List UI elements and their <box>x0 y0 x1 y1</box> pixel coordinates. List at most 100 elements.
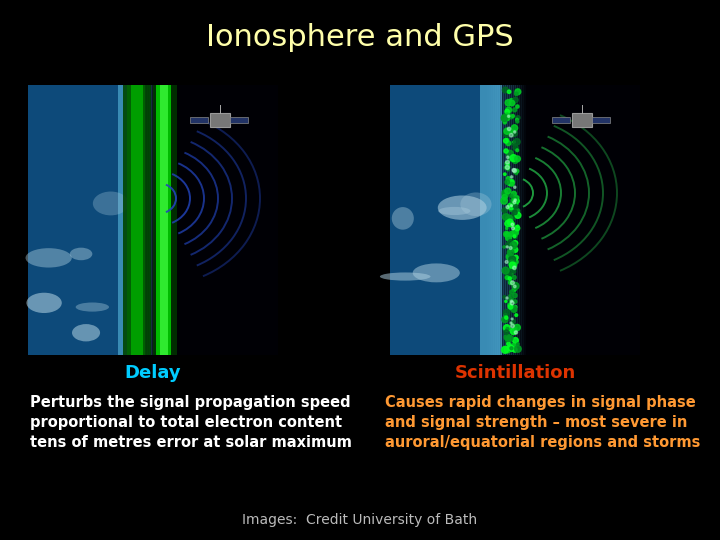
Text: Scintillation: Scintillation <box>454 364 575 382</box>
Circle shape <box>513 108 517 112</box>
Text: auroral/equatorial regions and storms: auroral/equatorial regions and storms <box>385 435 701 450</box>
Circle shape <box>514 199 516 201</box>
Bar <box>141 85 144 355</box>
Circle shape <box>503 121 506 124</box>
Bar <box>129 85 132 355</box>
Bar <box>507 85 510 355</box>
Bar <box>390 85 640 355</box>
Circle shape <box>503 246 505 248</box>
Circle shape <box>510 306 517 312</box>
Circle shape <box>509 98 514 103</box>
Circle shape <box>509 262 516 268</box>
Circle shape <box>516 196 519 199</box>
Circle shape <box>503 309 510 316</box>
Circle shape <box>508 249 514 255</box>
Circle shape <box>512 168 516 172</box>
Circle shape <box>504 128 510 134</box>
Circle shape <box>510 176 513 178</box>
Circle shape <box>509 179 515 185</box>
Circle shape <box>511 114 515 118</box>
Circle shape <box>506 138 508 141</box>
Circle shape <box>503 130 510 137</box>
Circle shape <box>505 235 511 241</box>
Bar <box>497 85 500 355</box>
Circle shape <box>512 247 518 253</box>
Text: and signal strength – most severe in: and signal strength – most severe in <box>385 415 688 430</box>
Bar <box>489 85 492 355</box>
Circle shape <box>503 87 508 93</box>
Circle shape <box>513 235 517 239</box>
Bar <box>513 85 516 355</box>
Circle shape <box>514 171 516 174</box>
Circle shape <box>516 343 519 346</box>
Circle shape <box>512 102 515 105</box>
Circle shape <box>516 120 519 123</box>
Circle shape <box>515 92 518 96</box>
Circle shape <box>506 208 508 210</box>
Bar <box>521 85 524 355</box>
Circle shape <box>515 89 521 94</box>
Circle shape <box>507 219 513 225</box>
Circle shape <box>506 107 511 113</box>
Circle shape <box>504 330 508 334</box>
Circle shape <box>505 221 510 227</box>
Circle shape <box>506 177 510 180</box>
Circle shape <box>507 168 509 171</box>
Bar <box>127 85 130 355</box>
Circle shape <box>513 262 516 266</box>
Bar <box>159 85 162 355</box>
Bar <box>390 85 500 355</box>
Ellipse shape <box>25 248 72 267</box>
Circle shape <box>510 208 513 212</box>
Ellipse shape <box>27 293 62 313</box>
Circle shape <box>506 215 513 222</box>
Circle shape <box>512 232 518 237</box>
Bar <box>118 85 140 355</box>
Bar <box>523 85 526 355</box>
Circle shape <box>514 160 517 164</box>
Circle shape <box>512 308 517 313</box>
Bar <box>156 85 171 355</box>
Circle shape <box>510 265 516 271</box>
Ellipse shape <box>392 207 414 230</box>
Circle shape <box>506 117 509 120</box>
Circle shape <box>505 300 507 302</box>
Bar <box>125 85 128 355</box>
Circle shape <box>505 161 509 166</box>
Circle shape <box>505 260 508 264</box>
Bar <box>127 85 145 355</box>
Circle shape <box>513 145 518 150</box>
Circle shape <box>510 214 516 220</box>
Bar <box>552 117 570 123</box>
Text: Ionosphere and GPS: Ionosphere and GPS <box>206 24 514 52</box>
Bar <box>485 85 488 355</box>
Circle shape <box>507 150 513 157</box>
Circle shape <box>515 226 520 231</box>
Bar <box>505 85 508 355</box>
Bar <box>133 85 136 355</box>
Circle shape <box>506 206 509 208</box>
Bar <box>210 113 230 127</box>
Circle shape <box>508 90 510 93</box>
Circle shape <box>510 262 516 268</box>
Circle shape <box>504 346 511 353</box>
Circle shape <box>513 293 517 298</box>
Circle shape <box>508 345 513 350</box>
Circle shape <box>502 346 508 353</box>
Circle shape <box>505 165 509 170</box>
Circle shape <box>503 348 506 352</box>
Circle shape <box>508 305 513 309</box>
Circle shape <box>513 338 518 343</box>
Circle shape <box>510 183 514 186</box>
Circle shape <box>506 253 513 260</box>
Bar <box>519 85 522 355</box>
Circle shape <box>511 191 516 197</box>
Text: tens of metres error at solar maximum: tens of metres error at solar maximum <box>30 435 352 450</box>
Ellipse shape <box>438 207 470 215</box>
Circle shape <box>508 114 511 117</box>
Bar <box>161 85 164 355</box>
Circle shape <box>509 100 515 106</box>
Circle shape <box>504 149 508 153</box>
Circle shape <box>505 160 509 164</box>
Circle shape <box>509 247 512 249</box>
